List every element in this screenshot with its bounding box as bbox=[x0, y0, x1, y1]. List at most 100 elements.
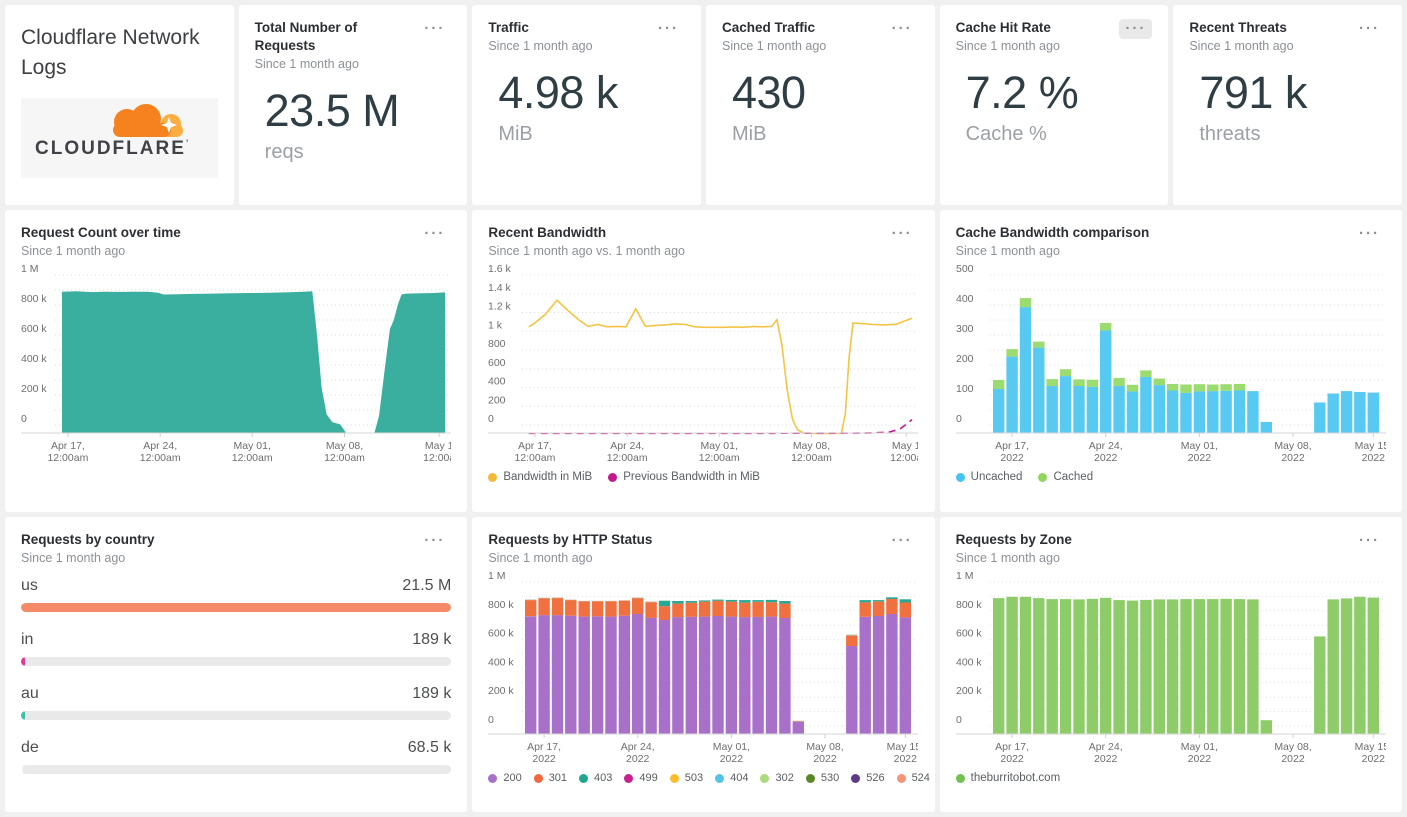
panel-menu-button[interactable]: ··· bbox=[1119, 19, 1153, 39]
panel-menu-button[interactable]: ··· bbox=[891, 225, 913, 242]
bar-segment[interactable] bbox=[886, 614, 898, 735]
bar-segment[interactable] bbox=[1059, 369, 1071, 377]
panel-menu-button[interactable]: ··· bbox=[424, 225, 446, 242]
bar-segment[interactable] bbox=[899, 599, 912, 603]
panel-menu-button[interactable]: ··· bbox=[1359, 20, 1380, 37]
legend-item[interactable]: 301 bbox=[533, 772, 567, 784]
bar-segment[interactable] bbox=[846, 646, 858, 735]
country-bar-fill[interactable] bbox=[21, 711, 25, 721]
bar-segment[interactable] bbox=[766, 602, 778, 617]
legend-item[interactable]: 526 bbox=[851, 772, 885, 784]
bar-segment[interactable] bbox=[899, 617, 912, 735]
bar-segment[interactable] bbox=[712, 616, 725, 735]
area-series[interactable] bbox=[62, 291, 445, 434]
bar-segment[interactable] bbox=[565, 615, 577, 735]
cache-bandwidth-chart[interactable]: 0 100 200 300 400 500 Apr 17, 2022 Apr 24, 2022 Ma… bbox=[955, 263, 1392, 470]
bar-segment[interactable] bbox=[1179, 384, 1192, 394]
bar-segment[interactable] bbox=[592, 601, 604, 617]
bar-segment[interactable] bbox=[859, 600, 872, 603]
bar-segment[interactable] bbox=[565, 600, 577, 616]
bar-segment[interactable] bbox=[886, 597, 898, 600]
panel-menu-button[interactable]: ··· bbox=[1359, 225, 1380, 242]
bar-segment[interactable] bbox=[1032, 341, 1045, 348]
bar-segment[interactable] bbox=[1233, 384, 1245, 391]
bar-segment[interactable] bbox=[1220, 391, 1232, 434]
bar-segment[interactable] bbox=[1006, 349, 1018, 357]
bar-segment[interactable] bbox=[1032, 347, 1045, 434]
bar-segment[interactable] bbox=[1113, 378, 1125, 387]
bar-segment[interactable] bbox=[1220, 599, 1232, 735]
bar-segment[interactable] bbox=[1153, 385, 1165, 434]
bar-segment[interactable] bbox=[645, 601, 658, 603]
bar-segment[interactable] bbox=[1327, 393, 1339, 434]
bar-segment[interactable] bbox=[752, 600, 765, 603]
country-bar-fill[interactable] bbox=[21, 603, 452, 613]
legend-item[interactable]: Uncached bbox=[955, 471, 1022, 483]
bar-segment[interactable] bbox=[1006, 597, 1018, 735]
bar-segment[interactable] bbox=[1179, 599, 1192, 735]
bar-segment[interactable] bbox=[619, 615, 631, 735]
bar-segment[interactable] bbox=[752, 617, 765, 735]
panel-menu-button[interactable]: ··· bbox=[1359, 532, 1380, 549]
bar-segment[interactable] bbox=[712, 600, 725, 617]
legend-item[interactable]: 524 bbox=[896, 772, 930, 784]
bar-segment[interactable] bbox=[1126, 600, 1138, 735]
bar-segment[interactable] bbox=[1206, 391, 1219, 434]
bar-segment[interactable] bbox=[632, 598, 644, 615]
legend-item[interactable]: theburritobot.com bbox=[955, 772, 1060, 784]
bar-segment[interactable] bbox=[659, 600, 671, 607]
bar-segment[interactable] bbox=[1166, 384, 1178, 391]
bar-segment[interactable] bbox=[1153, 378, 1165, 386]
bar-segment[interactable] bbox=[1220, 384, 1232, 392]
bar-segment[interactable] bbox=[1072, 386, 1085, 434]
bar-segment[interactable] bbox=[1139, 600, 1152, 735]
country-bar-fill[interactable] bbox=[21, 657, 25, 667]
bar-segment[interactable] bbox=[1086, 379, 1098, 388]
bar-segment[interactable] bbox=[846, 634, 858, 637]
bar-segment[interactable] bbox=[699, 616, 711, 735]
bar-segment[interactable] bbox=[726, 601, 738, 617]
bar-segment[interactable] bbox=[1179, 393, 1192, 434]
bar-segment[interactable] bbox=[739, 600, 751, 603]
bar-segment[interactable] bbox=[1072, 379, 1085, 387]
bar-segment[interactable] bbox=[779, 603, 791, 619]
legend-item[interactable]: Cached bbox=[1038, 471, 1093, 483]
bar-segment[interactable] bbox=[1206, 384, 1219, 392]
bar-segment[interactable] bbox=[1046, 599, 1058, 735]
bar-segment[interactable] bbox=[1019, 597, 1031, 735]
recent-bandwidth-chart[interactable]: 0 200 400 600 800 1 k 1.2 k 1.4 k 1.6 k Apr 17, 12… bbox=[488, 263, 923, 470]
bar-segment[interactable] bbox=[659, 606, 671, 621]
bar-segment[interactable] bbox=[645, 617, 658, 735]
bar-segment[interactable] bbox=[672, 603, 684, 618]
bar-segment[interactable] bbox=[685, 617, 698, 735]
bar-segment[interactable] bbox=[619, 600, 631, 616]
bar-segment[interactable] bbox=[1260, 422, 1272, 434]
bar-segment[interactable] bbox=[752, 602, 765, 618]
bar-segment[interactable] bbox=[1367, 597, 1379, 735]
legend-item[interactable]: 302 bbox=[760, 772, 794, 784]
bar-segment[interactable] bbox=[1099, 598, 1112, 735]
bar-segment[interactable] bbox=[859, 602, 872, 618]
bar-segment[interactable] bbox=[873, 601, 885, 617]
bar-segment[interactable] bbox=[685, 601, 698, 603]
bar-segment[interactable] bbox=[766, 616, 778, 735]
bar-segment[interactable] bbox=[1059, 376, 1071, 434]
line-series[interactable] bbox=[529, 419, 913, 435]
bar-segment[interactable] bbox=[779, 618, 791, 735]
legend-item[interactable]: 499 bbox=[624, 772, 658, 784]
bar-segment[interactable] bbox=[1233, 390, 1245, 434]
bar-segment[interactable] bbox=[525, 600, 537, 617]
line-series[interactable] bbox=[528, 299, 913, 435]
bar-segment[interactable] bbox=[1246, 391, 1259, 434]
bar-segment[interactable] bbox=[1193, 599, 1205, 735]
bar-segment[interactable] bbox=[1099, 330, 1112, 434]
bar-segment[interactable] bbox=[525, 599, 537, 601]
bar-segment[interactable] bbox=[992, 389, 1005, 434]
bar-segment[interactable] bbox=[1072, 599, 1085, 735]
bar-segment[interactable] bbox=[1046, 386, 1058, 434]
bar-segment[interactable] bbox=[1113, 386, 1125, 434]
bar-segment[interactable] bbox=[552, 597, 564, 599]
bar-segment[interactable] bbox=[1006, 356, 1018, 434]
